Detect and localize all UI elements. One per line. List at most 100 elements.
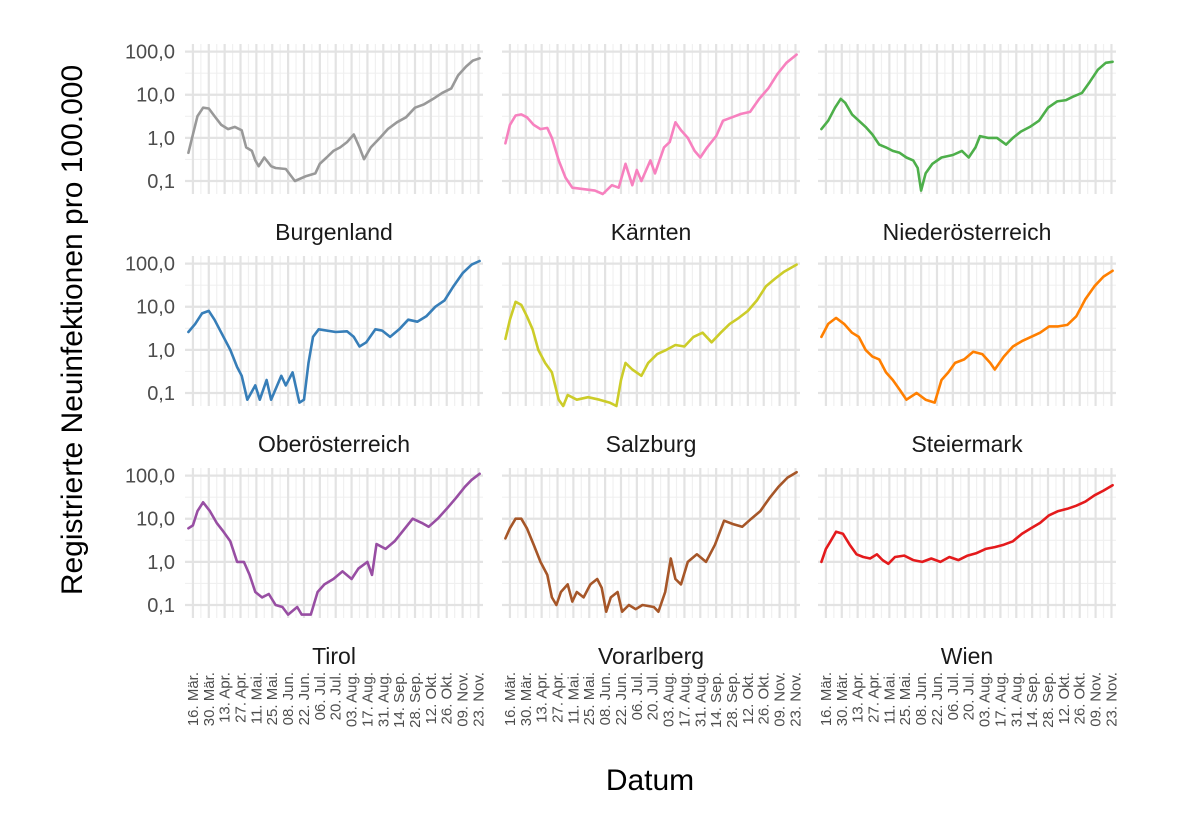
x-tick-label: 03. Aug. (977, 672, 994, 727)
panel-salzburg: Salzburg (502, 256, 800, 457)
x-tick-label: 27. Apr. (550, 672, 567, 723)
x-tick-label: 23. Nov. (471, 672, 488, 727)
x-tick-label: 31. Aug. (692, 672, 709, 727)
x-tick-label: 26. Okt. (439, 672, 456, 725)
series-line-tirol (187, 472, 481, 616)
series-line-karnten (504, 53, 798, 196)
x-tick-label: 30. Mär. (518, 672, 535, 726)
x-tick-label: 20. Jul. (645, 672, 662, 720)
x-tick-label: 22. Jun. (296, 672, 313, 725)
facet-label-salzburg: Salzburg (606, 431, 697, 457)
x-tick-label: 14. Sep. (391, 672, 408, 728)
x-tick-label: 06. Jul. (945, 672, 962, 720)
facet-label-niederosterreich: Niederösterreich (883, 219, 1052, 245)
x-tick-label: 12. Okt. (423, 672, 440, 725)
x-axis-title: Datum (606, 764, 694, 797)
facet-label-tirol: Tirol (312, 643, 356, 669)
series-line-burgenland (187, 57, 481, 183)
x-tick-label: 03. Aug. (344, 672, 361, 727)
x-tick-label: 28. Sep. (407, 672, 424, 728)
series-line-vorarlberg (504, 470, 798, 613)
x-tick-label: 09. Nov. (1088, 672, 1105, 727)
x-tick-label: 12. Okt. (740, 672, 757, 725)
y-tick-label: 10,0 (136, 85, 175, 107)
x-tick-label: 22. Jun. (613, 672, 630, 725)
panel-karnten: Kärnten (502, 44, 800, 245)
series-line-steiermark (820, 269, 1114, 404)
x-tick-label: 25. Mai. (581, 672, 598, 725)
x-tick-label: 17. Aug. (676, 672, 693, 727)
y-tick-label: 0,1 (147, 595, 175, 617)
x-tick-label: 20. Jul. (328, 672, 345, 720)
x-tick-label: 17. Aug. (992, 672, 1009, 727)
panel-niederosterreich: Niederösterreich (818, 44, 1116, 245)
series-line-oberosterreich (187, 259, 481, 404)
x-tick-label: 06. Jul. (312, 672, 329, 720)
x-tick-label: 26. Okt. (1072, 672, 1089, 725)
x-tick-label: 14. Sep. (1024, 672, 1041, 728)
y-tick-label: 0,1 (147, 383, 175, 405)
x-tick-label: 03. Aug. (661, 672, 678, 727)
x-tick-label: 13. Apr. (850, 672, 867, 723)
series-line-wien (820, 483, 1114, 566)
x-tick-label: 11. Mai. (881, 672, 898, 724)
x-tick-label: 28. Sep. (1040, 672, 1057, 728)
x-tick-label: 27. Apr. (866, 672, 883, 723)
facet-label-wien: Wien (941, 643, 993, 669)
x-tick-label: 08. Jun. (597, 672, 614, 725)
y-tick-label: 1,0 (147, 340, 175, 362)
x-tick-label: 30. Mär. (834, 672, 851, 726)
y-tick-label: 100,0 (125, 254, 175, 276)
y-tick-label: 0,1 (147, 171, 175, 193)
y-tick-label: 10,0 (136, 509, 175, 531)
y-axis-title: Registrierte Neuinfektionen pro 100.000 (56, 65, 89, 595)
x-tick-label: 31. Aug. (375, 672, 392, 727)
y-tick-label: 10,0 (136, 297, 175, 319)
x-tick-label: 14. Sep. (708, 672, 725, 728)
x-tick-label: 26. Okt. (756, 672, 773, 725)
x-tick-label: 31. Aug. (1008, 672, 1025, 727)
panel-steiermark: Steiermark (818, 256, 1116, 457)
x-tick-label: 23. Nov. (1104, 672, 1121, 727)
x-tick-label: 09. Nov. (455, 672, 472, 727)
series-line-niederosterreich (820, 60, 1114, 192)
facet-label-vorarlberg: Vorarlberg (598, 643, 704, 669)
x-tick-label: 30. Mär. (201, 672, 218, 726)
y-tick-label: 1,0 (147, 128, 175, 150)
x-tick-label: 25. Mai. (897, 672, 914, 725)
y-tick-label: 100,0 (125, 42, 175, 64)
x-tick-label: 13. Apr. (534, 672, 551, 723)
panel-oberosterreich: Oberösterreich 0,1 1,0 10,0 100,0 (125, 254, 483, 457)
x-tick-label: 16. Mär. (185, 672, 202, 726)
x-tick-label: 28. Sep. (724, 672, 741, 728)
y-tick-label: 100,0 (125, 466, 175, 488)
x-tick-label: 22. Jun. (929, 672, 946, 725)
x-tick-label: 23. Nov. (788, 672, 805, 727)
x-tick-label: 11. Mai. (248, 672, 265, 724)
x-tick-label: 08. Jun. (913, 672, 930, 725)
facet-label-karnten: Kärnten (611, 219, 692, 245)
facet-label-burgenland: Burgenland (275, 219, 393, 245)
x-tick-label: 09. Nov. (772, 672, 789, 727)
panel-burgenland: Burgenland 0,1 1,0 10,0 100,0 (125, 42, 483, 245)
series-line-salzburg (504, 263, 798, 408)
x-tick-label: 20. Jul. (961, 672, 978, 720)
x-tick-label: 27. Apr. (233, 672, 250, 723)
panel-vorarlberg: Vorarlberg 16. Mär.30. Mär.13. Apr.27. Ap… (502, 468, 805, 728)
y-tick-label: 1,0 (147, 552, 175, 574)
panel-wien: Wien 16. Mär.30. Mär.13. Apr.27. Apr.11. … (818, 468, 1121, 728)
x-tick-label: 17. Aug. (359, 672, 376, 727)
x-tick-label: 16. Mär. (502, 672, 519, 726)
x-tick-label: 08. Jun. (280, 672, 297, 725)
x-tick-label: 16. Mär. (818, 672, 835, 726)
x-tick-label: 06. Jul. (629, 672, 646, 720)
x-tick-label: 25. Mai. (264, 672, 281, 725)
x-tick-label: 11. Mai. (565, 672, 582, 724)
panels-layer: Burgenland 0,1 1,0 10,0 100,0 Kärnten Niederös… (125, 42, 1121, 728)
x-tick-label: 13. Apr. (217, 672, 234, 723)
facet-label-steiermark: Steiermark (911, 431, 1023, 457)
x-tick-label: 12. Okt. (1056, 672, 1073, 725)
panel-tirol: Tirol 0,1 1,0 10,0 100,0 16. Mär.30. Mär.13. … (125, 466, 488, 728)
